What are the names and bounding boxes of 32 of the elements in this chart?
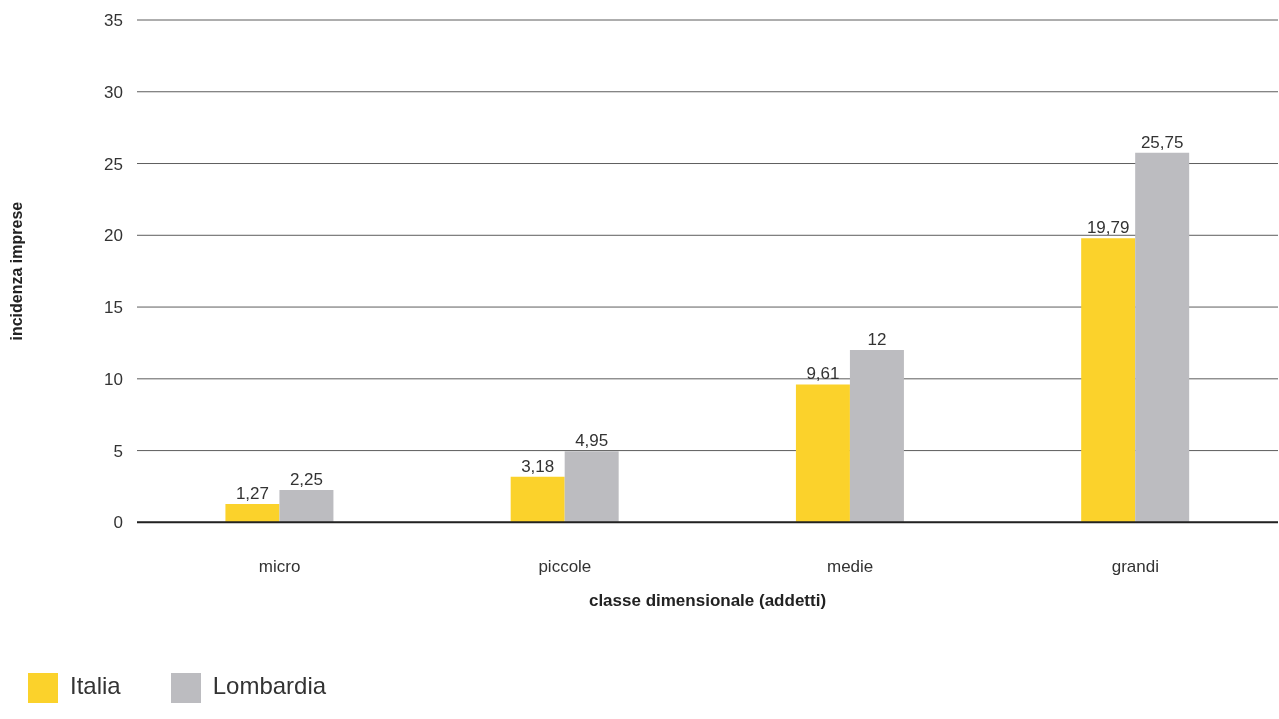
y-tick-label: 20 — [104, 226, 123, 246]
y-tick-label: 15 — [104, 298, 123, 318]
bar — [225, 504, 280, 523]
y-axis-title: incidenza imprese — [7, 201, 25, 341]
y-tick-label: 0 — [113, 513, 123, 533]
x-tick-label: medie — [826, 557, 874, 577]
bar — [1081, 238, 1136, 523]
x-tick-label: piccole — [538, 557, 592, 577]
data-label: 1,27 — [235, 484, 269, 504]
data-label: 9,61 — [806, 364, 840, 384]
y-tick-label: 25 — [104, 154, 123, 174]
data-label: 3,18 — [521, 456, 555, 476]
data-label: 12 — [867, 330, 887, 350]
bar — [279, 490, 334, 523]
x-tick-label: micro — [258, 557, 301, 577]
y-tick-label: 35 — [104, 11, 123, 31]
y-tick-label: 10 — [104, 369, 123, 389]
legend-label: Italia — [70, 672, 121, 700]
bar — [510, 476, 565, 523]
bar — [795, 384, 850, 523]
data-label: 4,95 — [575, 431, 609, 451]
data-label: 2,25 — [289, 470, 323, 490]
data-label: 25,75 — [1140, 132, 1184, 152]
bar — [564, 451, 619, 523]
y-tick-label: 5 — [113, 441, 123, 461]
data-label: 19,79 — [1086, 218, 1130, 238]
x-tick-label: grandi — [1111, 557, 1160, 577]
bar — [849, 350, 904, 523]
bar — [1135, 152, 1190, 523]
legend-label: Lombardia — [212, 672, 327, 700]
y-tick-label: 30 — [104, 82, 123, 102]
x-axis-title: classe dimensionale (addetti) — [588, 591, 827, 611]
